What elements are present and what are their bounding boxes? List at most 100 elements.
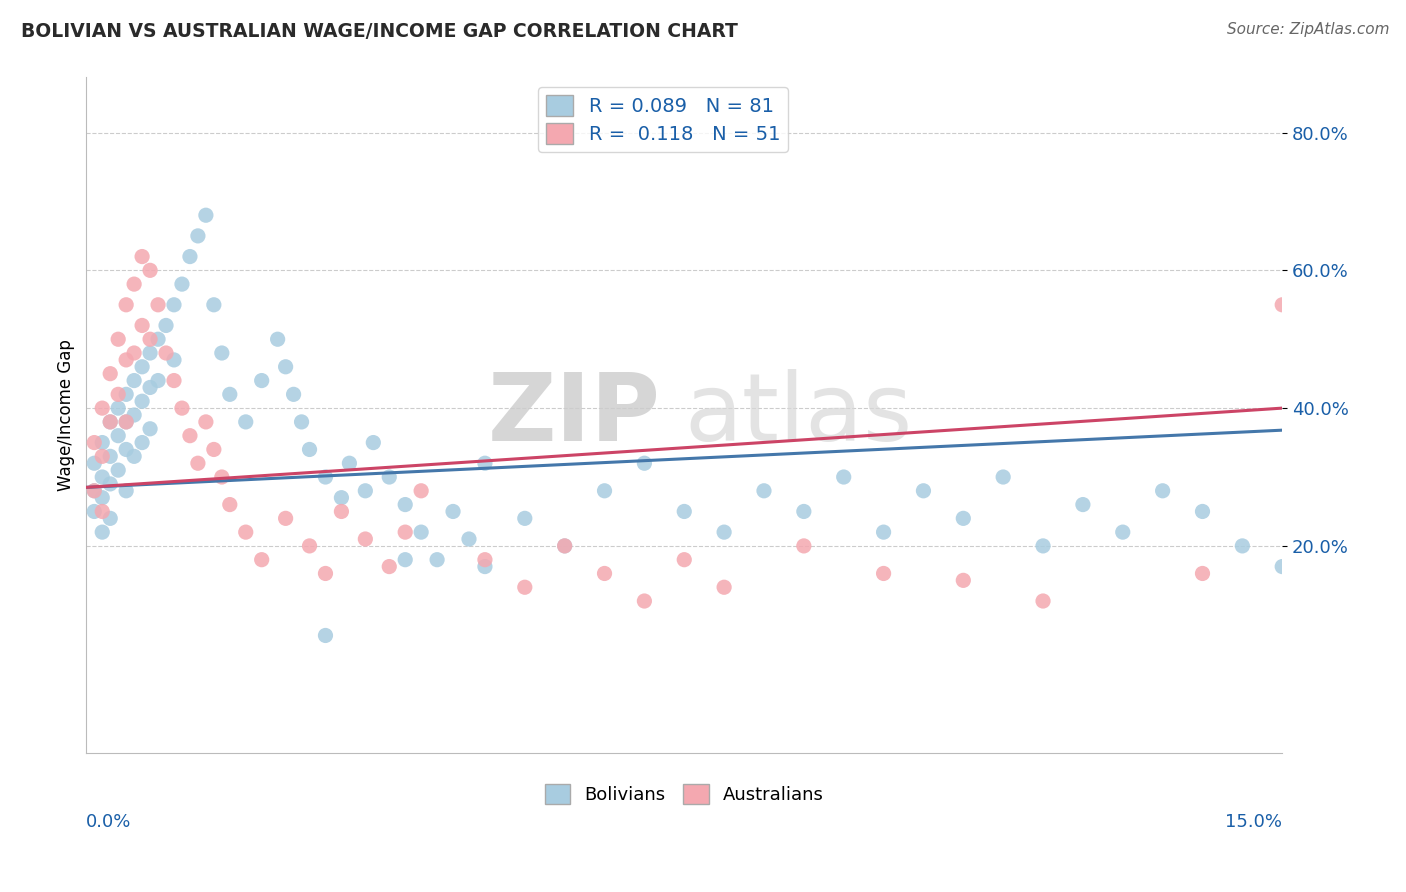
Point xyxy=(378,470,401,484)
Point xyxy=(91,401,114,416)
Point xyxy=(107,401,129,416)
Point xyxy=(283,387,305,401)
Point xyxy=(91,470,114,484)
Point xyxy=(131,250,153,264)
Point xyxy=(793,539,815,553)
Text: ZIP: ZIP xyxy=(488,369,661,461)
Point xyxy=(1071,498,1094,512)
Point xyxy=(513,511,536,525)
Point xyxy=(170,277,193,292)
Point xyxy=(187,456,209,470)
Point xyxy=(1032,539,1054,553)
Point xyxy=(554,539,576,553)
Point xyxy=(131,435,153,450)
Point xyxy=(107,387,129,401)
Point xyxy=(122,408,145,422)
Point xyxy=(752,483,775,498)
Point xyxy=(202,442,225,457)
Point xyxy=(155,346,177,360)
Point xyxy=(298,539,321,553)
Point xyxy=(91,504,114,518)
Point xyxy=(139,380,162,394)
Point xyxy=(115,387,138,401)
Point xyxy=(394,498,416,512)
Point xyxy=(163,298,186,312)
Point xyxy=(83,483,105,498)
Point xyxy=(872,525,894,540)
Point xyxy=(131,318,153,333)
Point xyxy=(115,298,138,312)
Point xyxy=(250,374,273,388)
Point xyxy=(673,552,696,566)
Point xyxy=(411,525,433,540)
Point xyxy=(179,250,201,264)
Point xyxy=(235,525,257,540)
Point xyxy=(98,367,121,381)
Point xyxy=(235,415,257,429)
Point xyxy=(146,332,169,346)
Point xyxy=(83,483,105,498)
Point xyxy=(912,483,935,498)
Point xyxy=(339,456,361,470)
Point xyxy=(554,539,576,553)
Point xyxy=(1152,483,1174,498)
Point xyxy=(1191,504,1213,518)
Point xyxy=(131,359,153,374)
Point xyxy=(314,566,336,581)
Point xyxy=(91,491,114,505)
Point xyxy=(474,559,496,574)
Text: 15.0%: 15.0% xyxy=(1225,814,1282,831)
Point xyxy=(91,450,114,464)
Point xyxy=(354,532,377,546)
Point xyxy=(593,566,616,581)
Point xyxy=(83,456,105,470)
Point xyxy=(98,511,121,525)
Point xyxy=(266,332,288,346)
Point xyxy=(394,525,416,540)
Point xyxy=(274,511,297,525)
Point xyxy=(107,428,129,442)
Point xyxy=(115,442,138,457)
Point xyxy=(139,332,162,346)
Point xyxy=(155,318,177,333)
Point xyxy=(411,483,433,498)
Point xyxy=(378,559,401,574)
Point xyxy=(952,574,974,588)
Point xyxy=(274,359,297,374)
Point xyxy=(713,580,735,594)
Point xyxy=(98,476,121,491)
Point xyxy=(458,532,481,546)
Point xyxy=(115,415,138,429)
Point xyxy=(394,552,416,566)
Point xyxy=(1032,594,1054,608)
Point xyxy=(115,415,138,429)
Point xyxy=(139,422,162,436)
Text: atlas: atlas xyxy=(685,369,912,461)
Point xyxy=(872,566,894,581)
Point xyxy=(1271,559,1294,574)
Point xyxy=(91,435,114,450)
Point xyxy=(298,442,321,457)
Point xyxy=(832,470,855,484)
Point xyxy=(1191,566,1213,581)
Point xyxy=(713,525,735,540)
Point xyxy=(952,511,974,525)
Point xyxy=(107,463,129,477)
Point xyxy=(187,228,209,243)
Point xyxy=(290,415,312,429)
Point xyxy=(163,374,186,388)
Point xyxy=(211,470,233,484)
Point xyxy=(83,504,105,518)
Point xyxy=(1112,525,1135,540)
Text: BOLIVIAN VS AUSTRALIAN WAGE/INCOME GAP CORRELATION CHART: BOLIVIAN VS AUSTRALIAN WAGE/INCOME GAP C… xyxy=(21,22,738,41)
Point xyxy=(146,298,169,312)
Point xyxy=(107,332,129,346)
Point xyxy=(793,504,815,518)
Point xyxy=(139,346,162,360)
Point xyxy=(314,628,336,642)
Point xyxy=(194,208,217,222)
Point xyxy=(218,387,240,401)
Point xyxy=(633,594,655,608)
Point xyxy=(122,277,145,292)
Point xyxy=(474,552,496,566)
